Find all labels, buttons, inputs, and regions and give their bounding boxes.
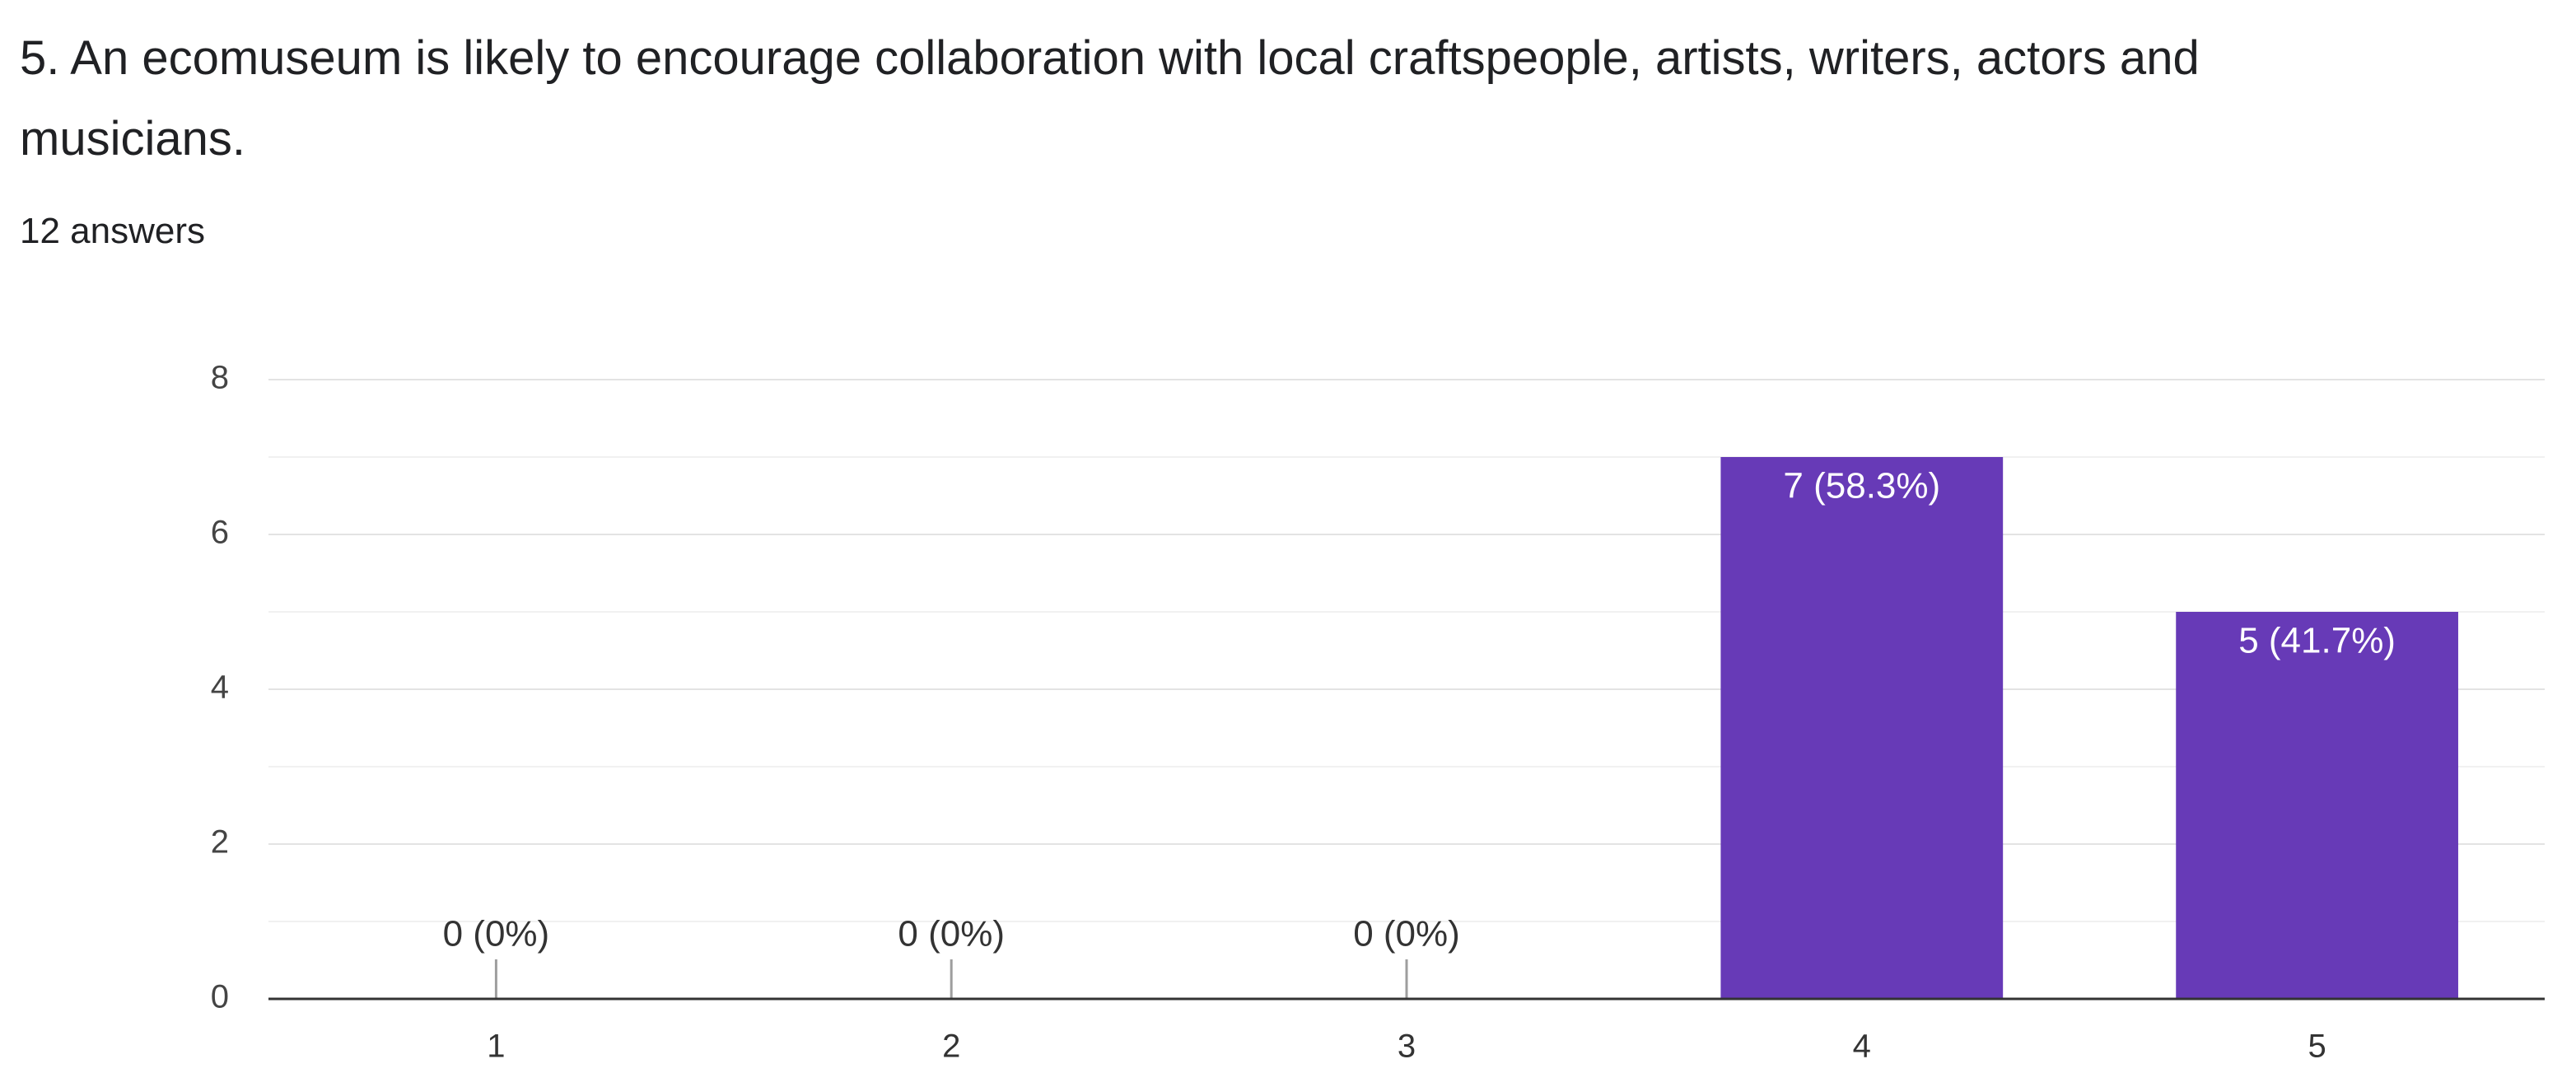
bar [2176, 612, 2458, 999]
chart-title: 5. An ecomuseum is likely to encourage c… [20, 31, 2200, 166]
x-tick-label: 4 [1853, 1029, 1871, 1065]
y-tick-label: 6 [211, 515, 229, 551]
answer-count: 12 answers [20, 211, 206, 251]
y-tick-label: 4 [211, 669, 229, 706]
x-tick-label: 5 [2308, 1029, 2326, 1065]
y-tick-label: 2 [211, 824, 229, 861]
value-label: 0 (0%) [443, 914, 550, 954]
x-tick-label: 3 [1398, 1029, 1416, 1065]
bar [1720, 457, 2004, 999]
y-tick-label: 0 [211, 979, 229, 1015]
value-label: 7 (58.3%) [1783, 466, 1940, 506]
value-label: 5 (41.7%) [2238, 621, 2396, 661]
value-label: 0 (0%) [898, 914, 1005, 954]
value-label: 0 (0%) [1353, 914, 1460, 954]
x-tick-label: 2 [942, 1029, 960, 1065]
x-tick-label: 1 [487, 1029, 505, 1065]
y-tick-label: 8 [211, 360, 229, 396]
